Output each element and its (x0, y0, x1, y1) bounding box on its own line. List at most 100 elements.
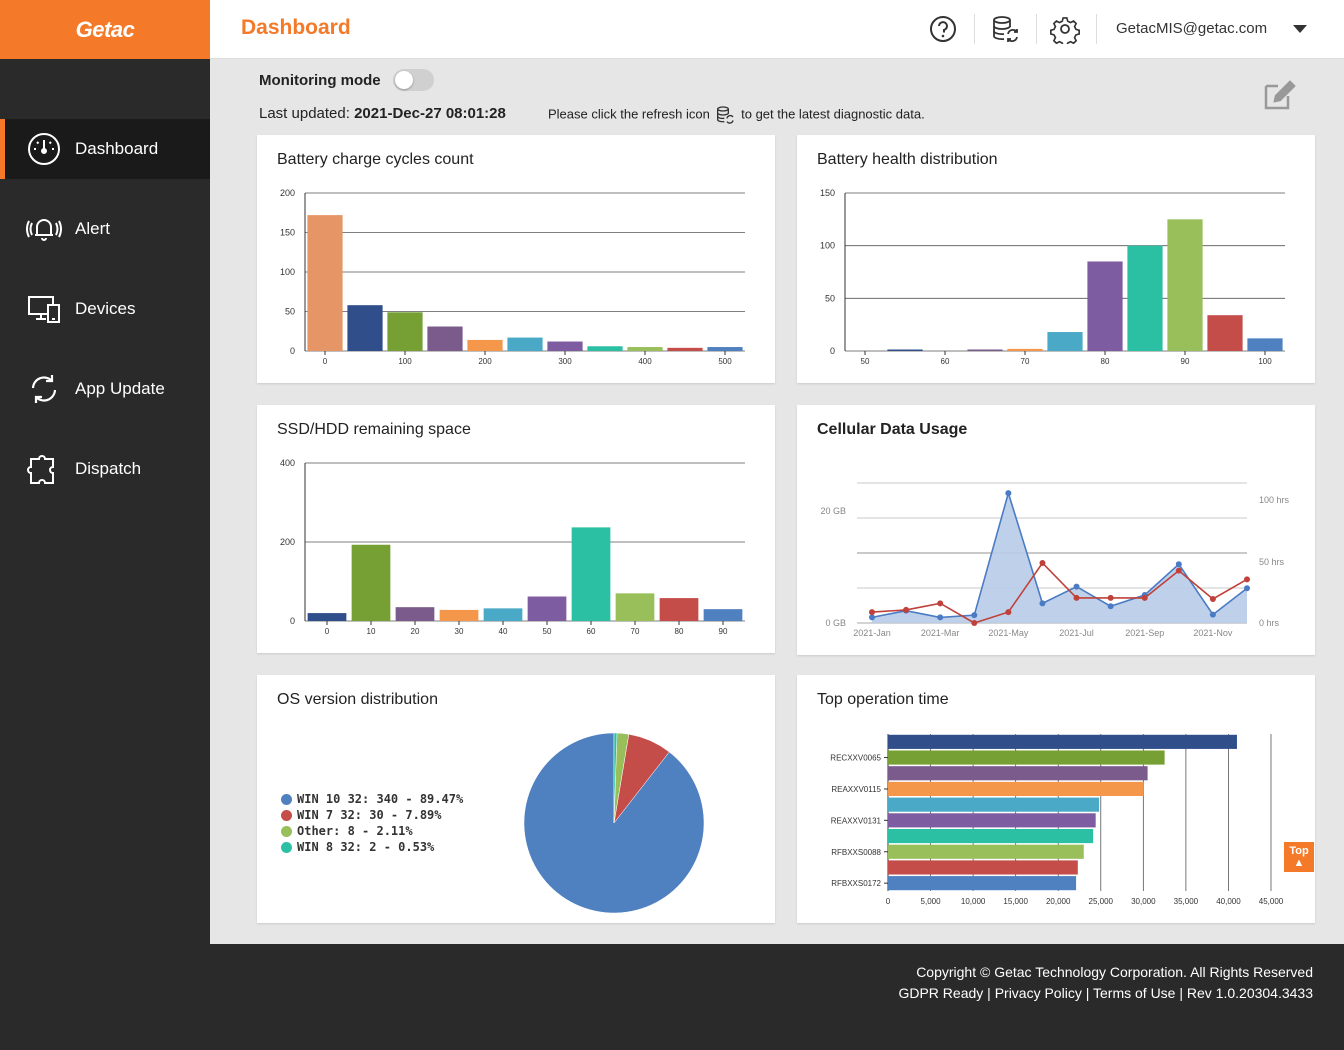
chevron-down-icon[interactable] (1293, 25, 1307, 33)
data-usage-point (937, 614, 944, 621)
x-tick-label: 2021-Sep (1125, 628, 1164, 638)
bar (888, 766, 1148, 781)
edit-icon[interactable] (1262, 78, 1296, 112)
operation-hours-point (1073, 594, 1080, 601)
operation-hours-point (1209, 596, 1216, 602)
card-title: Battery charge cycles count (277, 151, 474, 168)
operation-hours-line (871, 561, 1248, 624)
x-tick-label: 10 (367, 627, 376, 636)
database-refresh-icon[interactable] (990, 14, 1020, 44)
sidebar-item-devices[interactable]: Devices (0, 279, 210, 339)
y-tick-label: 0 (830, 346, 835, 356)
terms-link[interactable]: Terms of Use (1093, 985, 1176, 1001)
x-tick-label: 10,000 (961, 897, 986, 906)
gdpr-link[interactable]: GDPR Ready (898, 985, 984, 1001)
privacy-link[interactable]: Privacy Policy (994, 985, 1082, 1001)
card-title: Top operation time (817, 691, 949, 708)
card-operation: Top operation time 0 5,000 10,000 15,000 20,… (797, 675, 1315, 923)
bar (888, 734, 1237, 749)
sidebar: Getac Dashboard Alert (0, 0, 210, 944)
bar (483, 608, 523, 621)
monitoring-mode-toggle[interactable] (393, 69, 434, 91)
sidebar-item-label: App Update (75, 379, 165, 398)
x-tick-label: 30 (455, 627, 464, 636)
sidebar-item-app-update[interactable]: App Update (0, 359, 210, 419)
operation-hours-point (1107, 594, 1114, 601)
bar (467, 339, 503, 351)
y-tick-label: 50 (285, 307, 295, 317)
last-updated: Last updated: 2021-Dec-27 08:01:28 (259, 105, 506, 122)
getac-logo[interactable]: Getac (0, 0, 210, 59)
bar (888, 797, 1100, 812)
devices-icon (28, 296, 60, 323)
data-usage-area (872, 493, 1247, 623)
x-tick-label: 70 (1021, 357, 1030, 366)
y-tick-label: 50 (825, 293, 835, 303)
x-tick-label: 45,000 (1259, 897, 1284, 906)
x-tick-label: 300 (558, 357, 572, 366)
gear-icon[interactable] (1050, 14, 1080, 44)
operation-hours-point (1141, 594, 1148, 601)
y-tick-label: 150 (820, 188, 835, 198)
y-tick-label: 100 (820, 241, 835, 251)
y-right-tick-label: 50 hrs (1259, 557, 1285, 567)
operation-hours-point (1244, 576, 1250, 583)
sidebar-item-label: Devices (75, 299, 136, 318)
battery-health-chart: 0 50 100 150 50 60 70 80 90 100 (820, 188, 1285, 366)
bar (707, 347, 743, 351)
card-ssd: SSD/HDD remaining space 0 200 400 0 10 20 30 40… (257, 405, 775, 653)
legend-entry[interactable]: Other: 8 - 2.11% (281, 823, 463, 839)
legend-dot-icon (281, 809, 292, 821)
legend-entry[interactable]: WIN 8 32: 2 - 0.53% (281, 839, 463, 855)
x-tick-label: 30,000 (1131, 897, 1156, 906)
pie-slice (613, 732, 618, 824)
sidebar-item-label: Dashboard (75, 139, 159, 158)
sidebar-item-dashboard[interactable]: Dashboard (0, 119, 210, 179)
bar (587, 346, 623, 351)
monitoring-mode-label: Monitoring mode (259, 72, 381, 89)
y-tick-label: 200 (280, 537, 295, 547)
user-account[interactable]: GetacMIS@getac.com (1116, 20, 1268, 37)
legend-entry[interactable]: WIN 10 32: 340 - 89.47% (281, 791, 463, 807)
y-left-tick-label: 20 GB (820, 506, 846, 516)
sidebar-item-alert[interactable]: Alert (0, 199, 210, 259)
data-usage-point (971, 612, 978, 619)
x-tick-label: 40,000 (1216, 897, 1241, 906)
os-pie-chart (523, 732, 705, 914)
operation-hours-point (937, 600, 944, 607)
footer-links: GDPR Ready | Privacy Policy | Terms of U… (0, 983, 1313, 1004)
bar (1127, 245, 1163, 351)
x-tick-label: 200 (478, 357, 492, 366)
help-icon[interactable] (928, 14, 958, 44)
top-label: Top (1289, 845, 1309, 857)
y-tick-label: RFBXXS0088 (831, 848, 881, 857)
last-updated-label: Last updated: (259, 105, 350, 122)
sidebar-item-dispatch[interactable]: Dispatch (0, 439, 210, 499)
bar (615, 593, 655, 621)
last-updated-value: 2021-Dec-27 08:01:28 (354, 105, 506, 122)
bar (1047, 332, 1083, 351)
hint-text-before: Please click the refresh icon (548, 106, 710, 122)
x-tick-label: 20,000 (1046, 897, 1071, 906)
legend-entry[interactable]: WIN 7 32: 30 - 7.89% (281, 807, 463, 823)
revision: Rev 1.0.20304.3433 (1186, 985, 1313, 1001)
x-tick-label: 70 (631, 627, 640, 636)
x-tick-label: 2021-Mar (921, 628, 960, 638)
bar (659, 598, 699, 621)
x-tick-label: 2021-Jan (853, 628, 891, 638)
bar (547, 341, 583, 351)
y-right-tick-label: 0 hrs (1259, 618, 1280, 628)
puzzle-icon (27, 455, 54, 484)
database-refresh-icon (717, 106, 735, 124)
scroll-top-button[interactable]: Top ▲ (1284, 842, 1314, 872)
x-tick-label: 0 (323, 357, 328, 366)
bar (888, 876, 1077, 891)
sidebar-nav: Dashboard Alert Devices (0, 119, 210, 519)
legend-label: WIN 8 32: 2 - 0.53% (297, 840, 435, 854)
y-left-tick-label: 0 GB (825, 618, 846, 628)
bar (351, 544, 391, 621)
bar (439, 609, 479, 621)
footer-sep: | (1081, 985, 1093, 1001)
x-tick-label: 2021-Nov (1193, 628, 1233, 638)
legend-dot-icon (281, 841, 292, 853)
